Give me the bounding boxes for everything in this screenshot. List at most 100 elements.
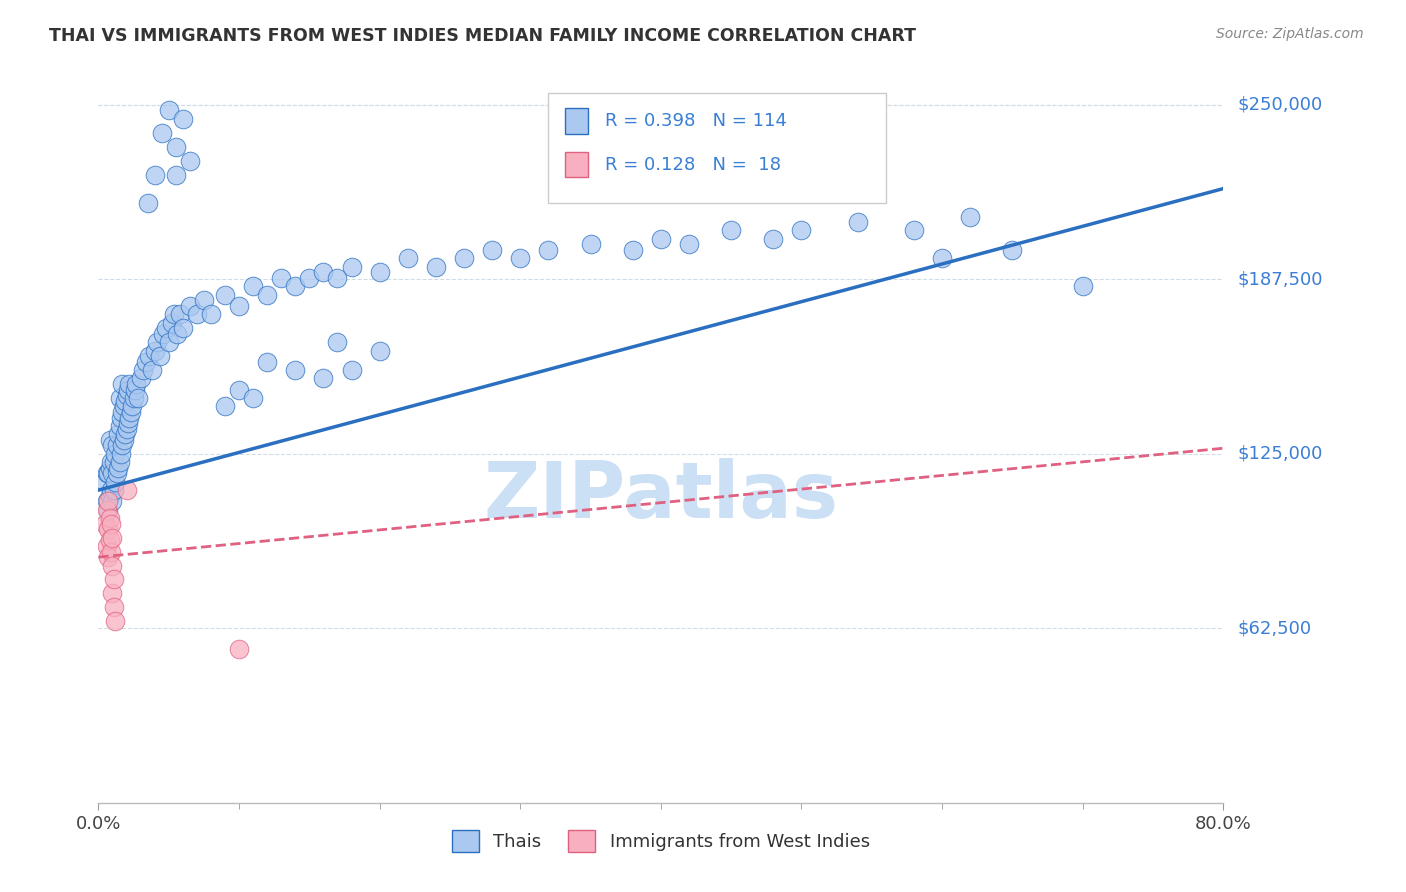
Point — [200, 307, 222, 321]
Point — [762, 232, 785, 246]
Point — [124, 383, 146, 397]
Point — [97, 467, 120, 481]
Point — [98, 533, 121, 548]
Point — [179, 153, 201, 168]
Text: R = 0.128   N =  18: R = 0.128 N = 18 — [605, 155, 780, 174]
Point — [117, 383, 139, 397]
Point — [103, 600, 125, 615]
Text: $250,000: $250,000 — [1237, 95, 1323, 114]
Point — [98, 511, 121, 525]
Point — [100, 516, 122, 531]
Point — [242, 279, 264, 293]
Point — [105, 467, 128, 481]
Point — [97, 522, 120, 536]
Point — [103, 483, 125, 497]
Point — [256, 287, 278, 301]
Point — [101, 438, 124, 452]
Point — [326, 335, 349, 350]
Point — [214, 287, 236, 301]
Point — [621, 243, 644, 257]
Point — [101, 494, 124, 508]
Point — [121, 400, 143, 414]
Point — [122, 391, 145, 405]
Point — [312, 371, 335, 385]
Point — [129, 371, 152, 385]
Point — [186, 307, 208, 321]
Point — [160, 316, 183, 330]
Point — [163, 307, 186, 321]
Point — [959, 210, 981, 224]
Point — [242, 391, 264, 405]
Point — [100, 455, 122, 469]
Point — [193, 293, 215, 308]
Point — [114, 393, 136, 408]
Point — [108, 455, 131, 469]
Bar — [565, 152, 588, 178]
Point — [228, 642, 250, 657]
Point — [111, 438, 134, 452]
Text: ZIPatlas: ZIPatlas — [484, 458, 838, 533]
Text: R = 0.398   N = 114: R = 0.398 N = 114 — [605, 112, 786, 129]
Point — [96, 467, 118, 481]
Point — [110, 410, 132, 425]
Point — [94, 516, 117, 531]
Point — [111, 377, 134, 392]
Point — [114, 427, 136, 442]
Point — [115, 422, 138, 436]
Point — [98, 460, 121, 475]
FancyBboxPatch shape — [548, 94, 886, 203]
Point — [97, 494, 120, 508]
Point — [94, 475, 117, 489]
Point — [104, 475, 127, 489]
Point — [579, 237, 602, 252]
Point — [141, 363, 163, 377]
Point — [120, 405, 142, 419]
Point — [111, 405, 134, 419]
Point — [1071, 279, 1094, 293]
Legend: Thais, Immigrants from West Indies: Thais, Immigrants from West Indies — [444, 823, 877, 860]
Point — [537, 243, 560, 257]
Point — [790, 223, 813, 237]
Point — [509, 252, 531, 266]
Point — [678, 237, 700, 252]
Point — [118, 377, 141, 392]
Text: $187,500: $187,500 — [1237, 270, 1323, 288]
Point — [101, 558, 124, 573]
Point — [103, 455, 125, 469]
Point — [125, 377, 148, 392]
Point — [115, 483, 138, 497]
Point — [1001, 243, 1024, 257]
Point — [101, 586, 124, 600]
Point — [96, 539, 118, 553]
Point — [165, 168, 187, 182]
Point — [312, 265, 335, 279]
Point — [107, 427, 129, 442]
Point — [143, 343, 166, 358]
Point — [326, 271, 349, 285]
Point — [214, 400, 236, 414]
Point — [101, 467, 124, 481]
Point — [135, 354, 157, 368]
Point — [720, 223, 742, 237]
Point — [846, 215, 869, 229]
Point — [172, 112, 194, 126]
Point — [453, 252, 475, 266]
Point — [115, 388, 138, 402]
Text: Source: ZipAtlas.com: Source: ZipAtlas.com — [1216, 27, 1364, 41]
Point — [117, 416, 139, 430]
Point — [112, 433, 135, 447]
Point — [425, 260, 447, 274]
Point — [152, 326, 174, 341]
Point — [108, 391, 131, 405]
Point — [157, 103, 180, 118]
Point — [284, 363, 307, 377]
Point — [155, 321, 177, 335]
Point — [157, 335, 180, 350]
Point — [100, 544, 122, 558]
Point — [179, 299, 201, 313]
Point — [270, 271, 292, 285]
Point — [104, 615, 127, 629]
Point — [98, 489, 121, 503]
Point — [112, 400, 135, 414]
Point — [169, 307, 191, 321]
